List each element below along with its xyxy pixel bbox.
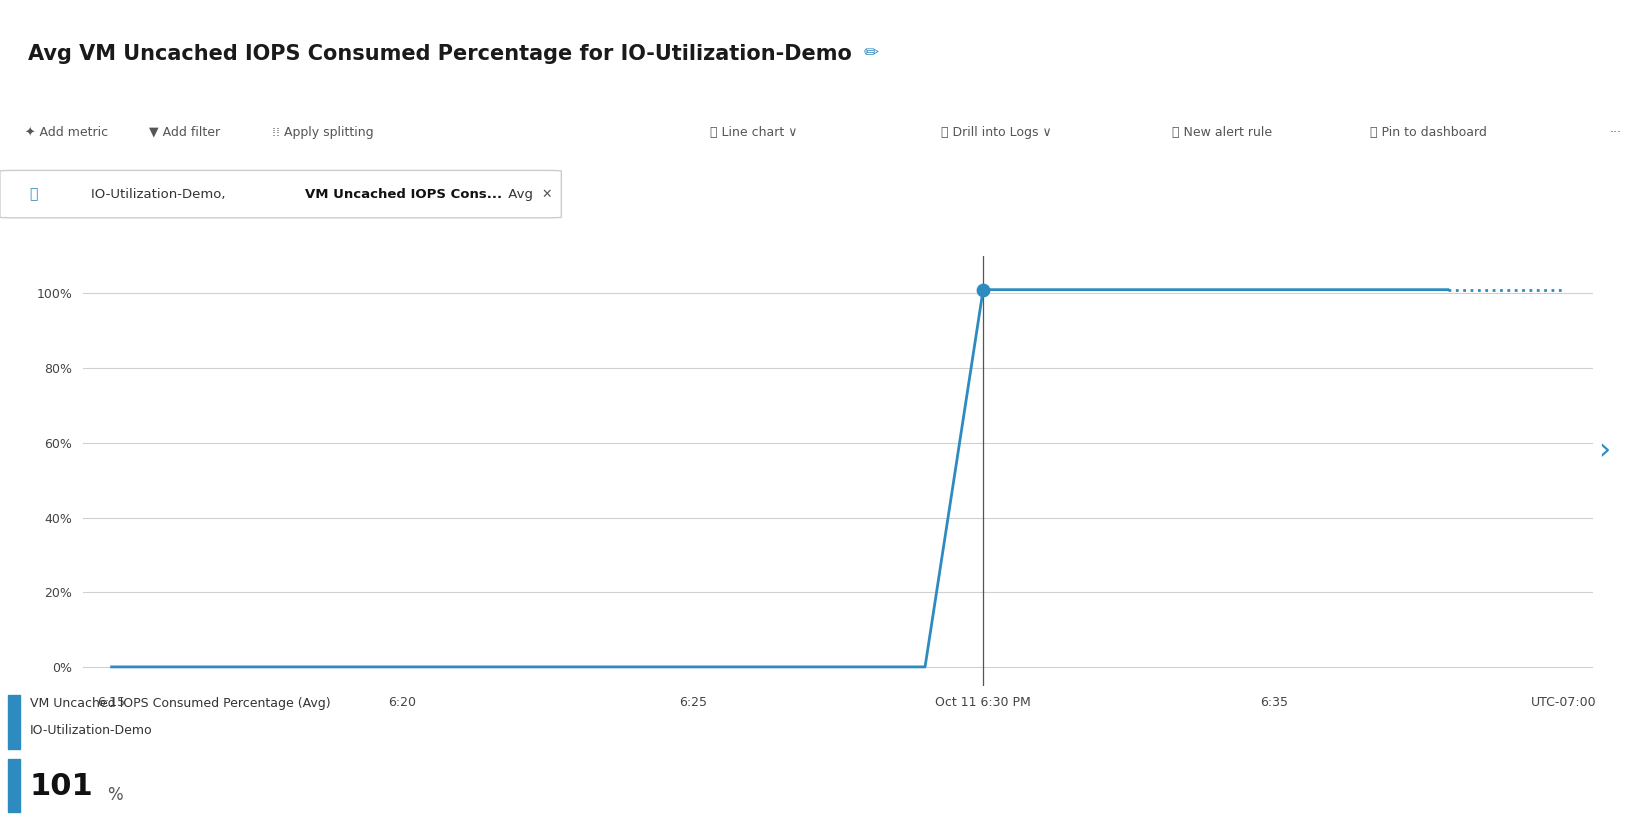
Text: 🖥: 🖥 (30, 188, 38, 201)
Text: %: % (107, 786, 122, 804)
Text: ···: ··· (1610, 126, 1621, 139)
Text: VM Uncached IOPS Cons...: VM Uncached IOPS Cons... (305, 188, 502, 201)
Text: 📌 Pin to dashboard: 📌 Pin to dashboard (1370, 126, 1488, 139)
Point (969, 283, 996, 297)
Text: IO-Utilization-Demo,: IO-Utilization-Demo, (91, 188, 229, 201)
Text: Avg VM Uncached IOPS Consumed Percentage for IO-Utilization-Demo: Avg VM Uncached IOPS Consumed Percentage… (28, 44, 852, 64)
Text: ▼ Add filter: ▼ Add filter (149, 126, 220, 139)
Bar (8, 758, 20, 812)
Text: ⁞⁞ Apply splitting: ⁞⁞ Apply splitting (272, 126, 375, 139)
Text: ›: › (1598, 435, 1610, 465)
Text: ✕: ✕ (542, 188, 551, 201)
Text: 101: 101 (30, 772, 94, 801)
Text: IO-Utilization-Demo: IO-Utilization-Demo (30, 724, 152, 737)
Text: 📈 Line chart ∨: 📈 Line chart ∨ (710, 126, 797, 139)
Text: VM Uncached IOPS Consumed Percentage (Avg): VM Uncached IOPS Consumed Percentage (Av… (30, 697, 330, 710)
FancyBboxPatch shape (0, 170, 561, 218)
Bar (8, 695, 20, 748)
Text: Avg: Avg (504, 188, 533, 201)
Text: 🔔 New alert rule: 🔔 New alert rule (1172, 126, 1273, 139)
Text: 📋 Drill into Logs ∨: 📋 Drill into Logs ∨ (941, 126, 1052, 139)
Text: ✏: ✏ (863, 45, 878, 63)
Text: ✦ Add metric: ✦ Add metric (25, 126, 107, 139)
